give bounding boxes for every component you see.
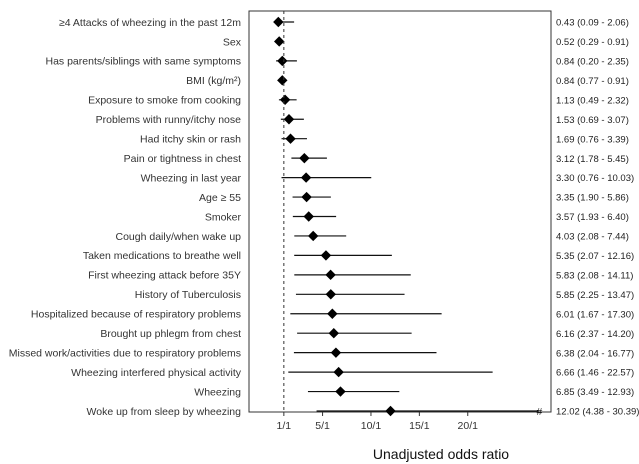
point-estimate-marker <box>327 308 338 319</box>
or-ci-value: 6.38 (2.04 - 16.77) <box>556 348 634 359</box>
row-group: ≥4 Attacks of wheezing in the past 12m 0.… <box>9 16 639 418</box>
forest-row: Wheezing in last year 3.30 (0.76 - 10.03) <box>141 172 634 184</box>
forest-row: Taken medications to breathe well 5.35 (2… <box>83 250 634 262</box>
forest-row: BMI (kg/m²) 0.84 (0.77 - 0.91) <box>186 75 629 87</box>
point-estimate-marker <box>277 75 288 86</box>
row-label: Wheezing interfered physical activity <box>71 367 242 379</box>
row-label: Smoker <box>205 211 242 223</box>
point-estimate-marker <box>325 269 336 281</box>
point-estimate-marker <box>328 328 339 339</box>
row-label: BMI (kg/m²) <box>186 75 241 87</box>
row-label: Hospitalized because of respiratory prob… <box>31 309 241 321</box>
row-label: Wheezing in last year <box>141 172 242 184</box>
point-estimate-marker <box>333 366 344 378</box>
or-ci-value: 5.83 (2.08 - 14.11) <box>556 270 633 281</box>
forest-row: Age ≥ 55 3.35 (1.90 - 5.86) <box>199 191 629 204</box>
row-label: Has parents/siblings with same symptoms <box>46 56 242 68</box>
or-ci-value: 3.12 (1.78 - 5.45) <box>556 154 629 165</box>
or-ci-value: 3.57 (1.93 - 6.40) <box>556 212 629 223</box>
or-ci-value: 6.16 (2.37 - 14.20) <box>556 329 634 340</box>
forest-row: Hospitalized because of respiratory prob… <box>31 308 634 321</box>
row-label: Exposure to smoke from cooking <box>88 95 241 107</box>
or-ci-value: 0.43 (0.09 - 2.06) <box>556 18 629 29</box>
x-tick-label: 10/1 <box>361 420 382 432</box>
forest-row: Wheezing interfered physical activity 6.6… <box>71 366 634 379</box>
or-ci-value: 3.35 (1.90 - 5.86) <box>556 193 629 204</box>
point-estimate-marker <box>330 347 342 358</box>
or-ci-value: 1.53 (0.69 - 3.07) <box>556 115 629 126</box>
row-label: Problems with runny/itchy nose <box>96 114 241 126</box>
point-estimate-marker <box>303 211 314 222</box>
row-label: History of Tuberculosis <box>135 289 241 301</box>
point-estimate-marker <box>274 36 285 47</box>
forest-row: History of Tuberculosis 5.85 (2.25 - 13.4… <box>135 289 634 301</box>
row-label: Age ≥ 55 <box>199 192 241 204</box>
forest-row: Had itchy skin or rash 1.69 (0.76 - 3.39) <box>140 133 629 146</box>
or-ci-value: 12.02 (4.38 - 30.39) <box>556 407 639 418</box>
or-ci-value: 1.69 (0.76 - 3.39) <box>556 134 629 145</box>
row-label: Missed work/activities due to respirator… <box>9 347 241 359</box>
row-label: Sex <box>223 36 242 48</box>
x-axis: 1/1 5/1 10/1 15/1 20/1 <box>277 412 479 432</box>
forest-row: Smoker 3.57 (1.93 - 6.40) <box>205 211 629 223</box>
row-label: Wheezing <box>194 386 241 398</box>
or-ci-value: 0.84 (0.20 - 2.35) <box>556 57 629 68</box>
forest-row: Has parents/siblings with same symptoms 0… <box>46 56 629 68</box>
point-estimate-marker <box>335 386 346 397</box>
x-tick-label: 5/1 <box>315 420 330 432</box>
point-estimate-marker <box>320 250 332 261</box>
or-ci-value: 1.13 (0.49 - 2.32) <box>556 95 629 106</box>
row-label: ≥4 Attacks of wheezing in the past 12m <box>59 17 241 29</box>
row-label: Woke up from sleep by wheezing <box>87 406 242 418</box>
point-estimate-marker <box>283 114 295 125</box>
x-tick-label: 20/1 <box>458 420 479 432</box>
or-ci-value: 0.84 (0.77 - 0.91) <box>556 76 629 87</box>
truncation-marker: # <box>537 407 543 418</box>
x-tick-label: 1/1 <box>277 420 292 432</box>
forest-row: Cough daily/when wake up 4.03 (2.08 - 7.4… <box>116 230 629 243</box>
point-estimate-marker <box>307 230 319 242</box>
point-estimate-marker <box>285 133 296 144</box>
forest-row: Wheezing 6.85 (3.49 - 12.93) <box>194 386 634 398</box>
forest-row: First wheezing attack before 35Y 5.83 (2.… <box>88 269 633 282</box>
point-estimate-marker <box>273 16 284 28</box>
or-ci-value: 0.52 (0.29 - 0.91) <box>556 37 629 48</box>
point-estimate-marker <box>325 289 336 300</box>
row-label: Had itchy skin or rash <box>140 134 241 146</box>
plot-panel <box>248 10 552 413</box>
point-estimate-marker <box>299 152 310 164</box>
or-ci-value: 6.66 (1.46 - 22.57) <box>556 368 634 379</box>
or-ci-value: 5.85 (2.25 - 13.47) <box>556 290 634 301</box>
forest-row: Woke up from sleep by wheezing #12.02 (4.… <box>87 405 639 418</box>
forest-row: Sex 0.52 (0.29 - 0.91) <box>223 36 629 48</box>
forest-row: ≥4 Attacks of wheezing in the past 12m 0.… <box>59 16 629 29</box>
row-label: Brought up phlegm from chest <box>100 328 241 340</box>
forest-row: Brought up phlegm from chest 6.16 (2.37 -… <box>100 328 634 340</box>
x-tick-label: 15/1 <box>409 420 430 432</box>
or-ci-value: 4.03 (2.08 - 7.44) <box>556 232 629 243</box>
or-ci-value: 6.85 (3.49 - 12.93) <box>556 387 634 398</box>
row-label: Pain or tightness in chest <box>124 153 241 165</box>
forest-row: Exposure to smoke from cooking 1.13 (0.49… <box>88 94 629 107</box>
or-ci-value: 5.35 (2.07 - 12.16) <box>556 251 634 262</box>
or-ci-value: 6.01 (1.67 - 17.30) <box>556 309 634 320</box>
row-label: First wheezing attack before 35Y <box>88 270 241 282</box>
x-axis-title: Unadjusted odds ratio <box>373 446 509 462</box>
forest-row: Pain or tightness in chest 3.12 (1.78 - 5… <box>124 152 629 165</box>
point-estimate-marker <box>301 191 312 203</box>
point-estimate-marker <box>385 405 396 417</box>
forest-row: Problems with runny/itchy nose 1.53 (0.69… <box>96 114 629 126</box>
or-ci-value: 3.30 (0.76 - 10.03) <box>556 173 634 184</box>
forest-row: Missed work/activities due to respirator… <box>9 347 634 359</box>
row-label: Cough daily/when wake up <box>116 231 242 243</box>
row-label: Taken medications to breathe well <box>83 250 241 262</box>
point-estimate-marker <box>277 55 288 67</box>
point-estimate-marker <box>300 172 312 183</box>
point-estimate-marker <box>279 94 291 105</box>
